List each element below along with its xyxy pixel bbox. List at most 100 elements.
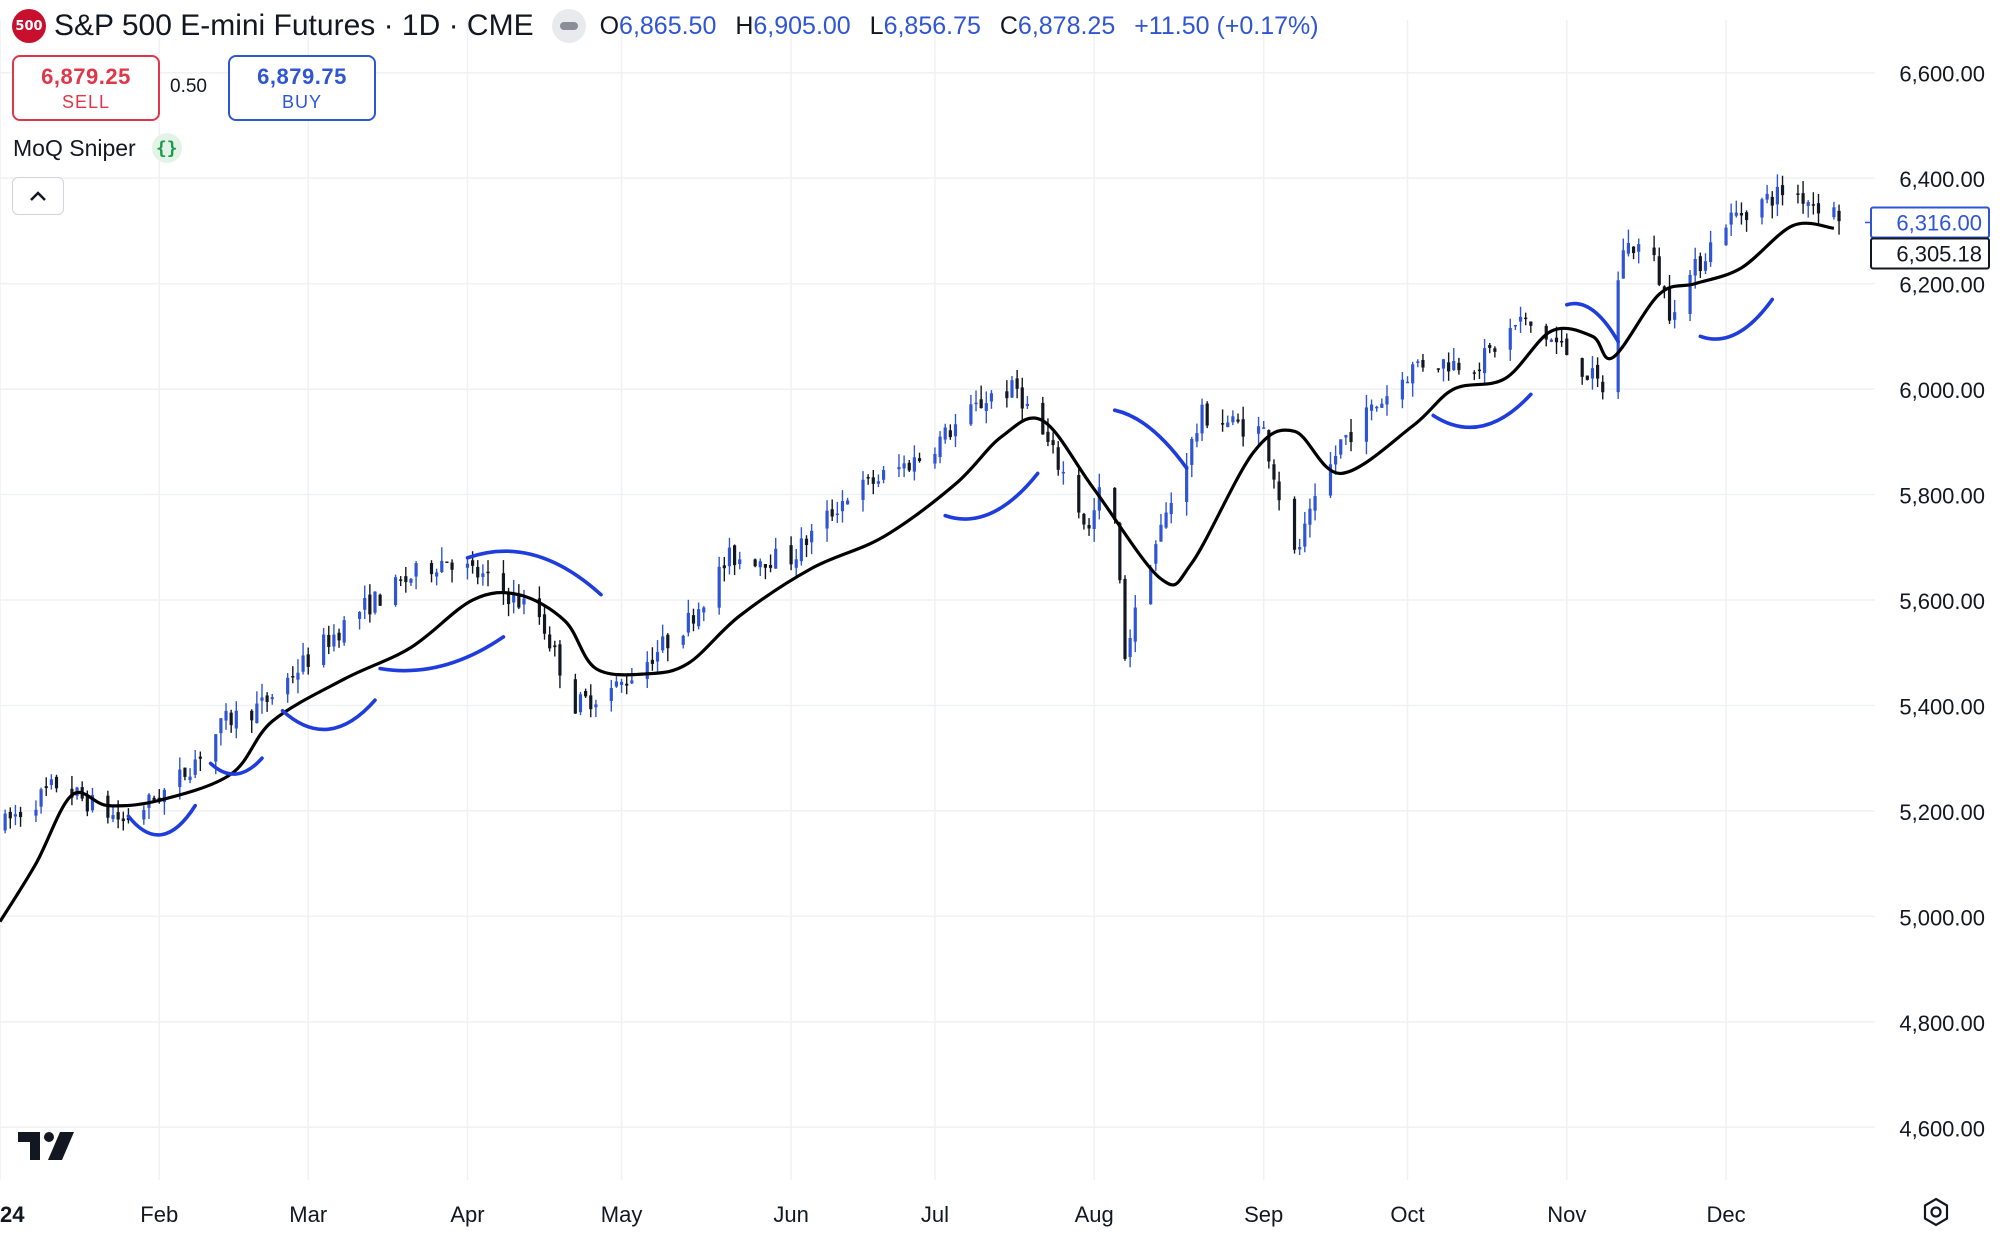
candle-body	[1221, 423, 1225, 425]
candle-body	[1775, 186, 1779, 205]
candle-body	[1056, 447, 1060, 470]
close-label: C	[999, 11, 1018, 40]
buy-button[interactable]: 6,879.75 BUY	[228, 55, 376, 121]
candle-body	[609, 687, 613, 701]
candle-body	[1231, 416, 1235, 423]
candle-body	[121, 818, 125, 822]
price-axis[interactable]: 6,600.00 6,400.00 6,200.00 6,000.00 5,800.00…	[1899, 62, 1985, 1142]
x-tick-label: Dec	[1706, 1202, 1745, 1227]
candle-body	[39, 789, 43, 807]
candle-body	[183, 767, 187, 777]
candle-body	[198, 756, 202, 759]
candle-body	[825, 510, 829, 529]
candle-body	[1482, 348, 1487, 374]
candle-body	[810, 530, 814, 543]
candle-body	[1513, 324, 1518, 327]
candle-body	[1652, 247, 1656, 256]
candle-body	[1416, 361, 1420, 363]
symbol-badge-icon[interactable]: 500	[12, 9, 46, 43]
x-tick-label: Feb	[140, 1202, 178, 1227]
candle-body	[1524, 317, 1528, 320]
candle-body	[260, 697, 264, 701]
candle-body	[1164, 512, 1168, 528]
candle-body	[1236, 419, 1240, 422]
candle-body	[1077, 475, 1081, 513]
candle-body	[1590, 368, 1595, 379]
candle-body	[1169, 502, 1173, 515]
open-value: 6,865.50	[619, 11, 717, 40]
candle-body	[984, 403, 988, 411]
candle-body	[686, 612, 690, 633]
candle-body	[871, 477, 875, 484]
candle-body	[594, 704, 598, 708]
open-label: O	[599, 11, 620, 40]
price-labels: 6,316.00 6,305.18	[1865, 206, 1990, 270]
candle-body	[1400, 379, 1404, 400]
candle-body	[794, 559, 798, 568]
candle-body	[835, 513, 839, 516]
ma-value-label: 6,305.18	[1896, 241, 1982, 266]
candle-body	[738, 559, 742, 565]
market-status-icon[interactable]	[551, 9, 586, 43]
candle-body	[902, 463, 906, 469]
candle-body	[897, 467, 901, 470]
candle-body	[1806, 202, 1810, 206]
candle-body	[152, 797, 156, 802]
candle-body	[1698, 256, 1702, 272]
indicator-name[interactable]: MoQ Sniper	[13, 134, 136, 161]
sniper-arc	[943, 471, 1040, 521]
sell-button[interactable]: 6,879.25 SELL	[12, 55, 160, 121]
candle-body	[332, 634, 336, 647]
candle-body	[409, 578, 413, 583]
candle-body	[265, 695, 269, 702]
candle-body	[589, 695, 593, 710]
candle-body	[650, 659, 654, 664]
time-axis[interactable]: 2024 Feb Mar Apr May Jun Jul Aug Sep Oct Nov Dec	[0, 1202, 1746, 1227]
candle-body	[1703, 261, 1708, 271]
candle-body	[753, 559, 757, 567]
candle-body	[1364, 407, 1369, 442]
candle-body	[666, 634, 670, 649]
settings-icon[interactable]	[1921, 1197, 1951, 1232]
candle-body	[301, 655, 305, 672]
candle-body	[1596, 364, 1600, 379]
candle-body	[625, 683, 629, 686]
candle-body	[445, 561, 449, 564]
x-tick-label: 2024	[0, 1202, 25, 1227]
candle-body	[322, 634, 326, 665]
candle-body	[1015, 378, 1019, 389]
candle-body	[1554, 337, 1559, 343]
candle-body	[548, 634, 552, 649]
candle-body	[229, 712, 233, 726]
candle-body	[1621, 250, 1625, 279]
candle-body	[116, 812, 120, 820]
candle-body	[429, 563, 434, 575]
candle-body	[512, 592, 516, 603]
candle-body	[943, 427, 947, 440]
candle-body	[357, 612, 362, 619]
candle-body	[1128, 638, 1132, 657]
candle-body	[1441, 359, 1446, 369]
candle-body	[1133, 607, 1137, 642]
candle-body	[881, 470, 886, 480]
curly-braces-icon[interactable]: {}	[151, 133, 182, 163]
candle-body	[1267, 430, 1271, 462]
candle-body	[1493, 348, 1497, 352]
candle-body	[250, 710, 254, 721]
candle-body	[917, 458, 922, 462]
candle-body	[989, 393, 994, 402]
candle-body	[1190, 439, 1194, 465]
candle-body	[1308, 508, 1312, 525]
symbol-title[interactable]: S&P 500 E-mini Futures · 1D · CME	[54, 9, 534, 42]
candle-body	[1010, 380, 1014, 398]
candle-body	[517, 595, 521, 608]
high-value: 6,905.00	[753, 11, 851, 40]
candle-body	[1159, 524, 1163, 542]
candle-body	[1637, 244, 1641, 252]
indicator-legend[interactable]: MoQ Sniper {}	[13, 133, 182, 163]
candle-body	[578, 694, 583, 713]
collapse-legend-button[interactable]	[12, 177, 64, 215]
tradingview-logo-icon[interactable]	[18, 1130, 76, 1167]
candle-body	[1113, 487, 1117, 520]
